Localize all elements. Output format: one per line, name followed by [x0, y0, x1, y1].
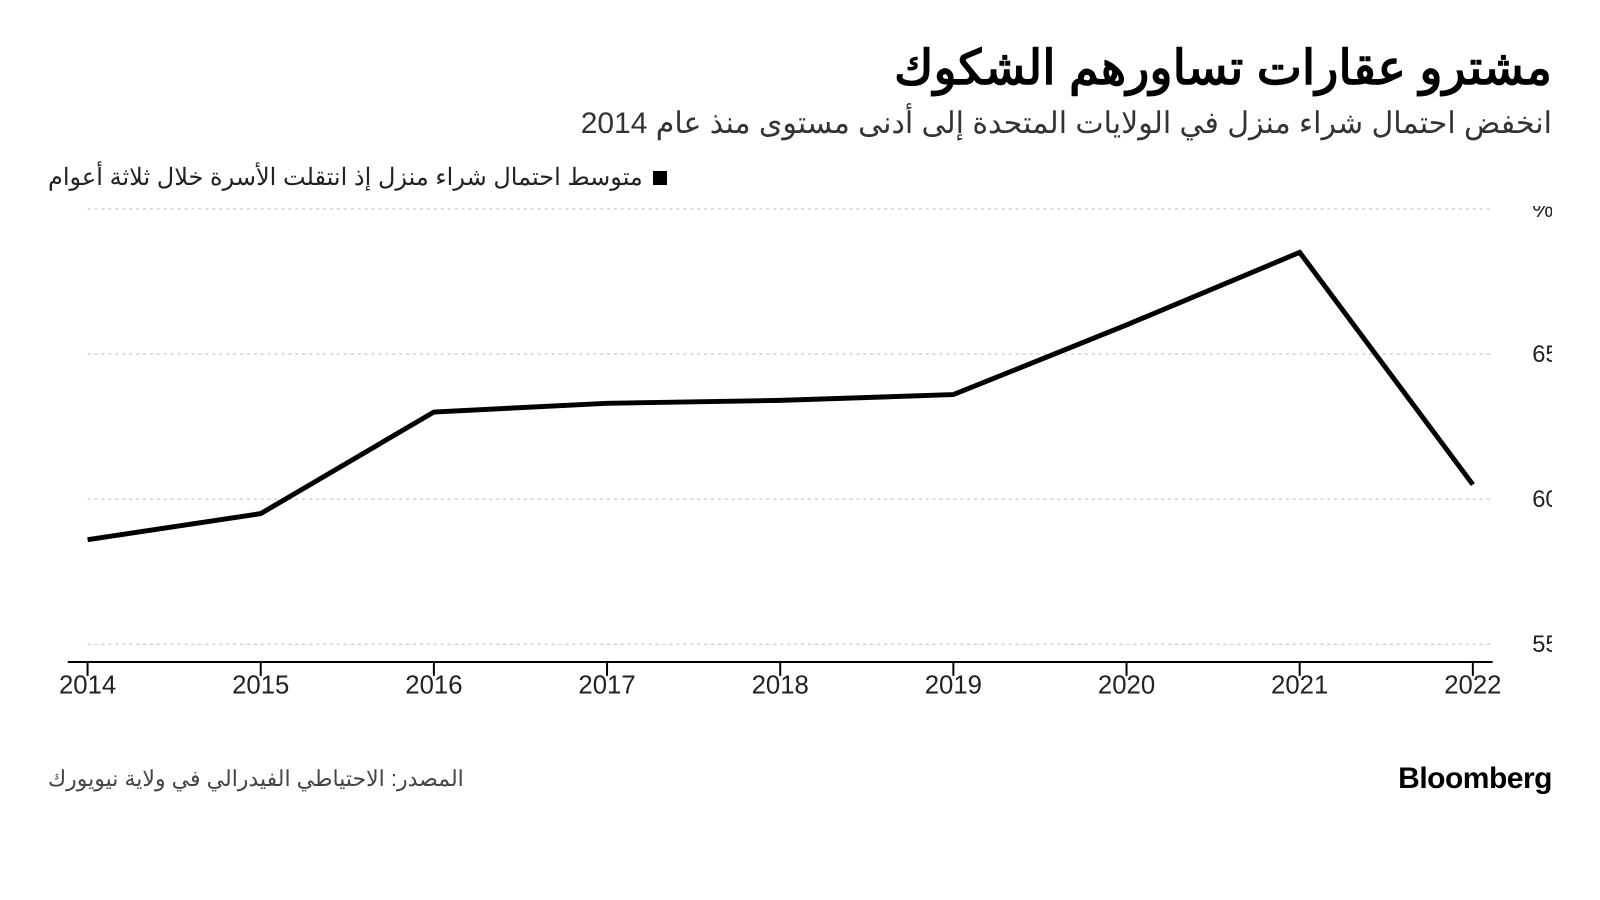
y-tick-label: 65 — [1532, 342, 1552, 368]
x-tick-label: 2019 — [925, 672, 982, 700]
legend: متوسط احتمال شراء منزل إذ انتقلت الأسرة … — [48, 163, 1552, 192]
x-tick-label: 2014 — [59, 672, 116, 700]
x-tick-label: 2022 — [1444, 672, 1501, 700]
line-series — [88, 252, 1473, 539]
chart-title: مشترو عقارات تساورهم الشكوك — [48, 40, 1552, 96]
source-label: المصدر: الاحتياطي الفيدرالي في ولاية نيو… — [48, 766, 464, 792]
chart-plot-area: 55 60 65 %70 2014 2015 2016 2017 2018 2019 2020 20… — [48, 206, 1552, 746]
x-tick-label: 2021 — [1271, 672, 1328, 700]
x-tick-label: 2016 — [405, 672, 462, 700]
x-tick-label: 2015 — [232, 672, 289, 700]
x-tick-label: 2017 — [578, 672, 635, 700]
legend-label: متوسط احتمال شراء منزل إذ انتقلت الأسرة … — [48, 163, 643, 192]
brand-label: Bloomberg — [1398, 762, 1552, 796]
chart-container: مشترو عقارات تساورهم الشكوك انخفض احتمال… — [0, 0, 1600, 900]
x-tick-label: 2020 — [1098, 672, 1155, 700]
x-tick-label: 2018 — [752, 672, 809, 700]
y-tick-label: %70 — [1532, 206, 1552, 223]
y-tick-label: 55 — [1532, 632, 1552, 658]
chart-subtitle: انخفض احتمال شراء منزل في الولايات المتح… — [48, 106, 1552, 141]
y-tick-label: 60 — [1532, 487, 1552, 513]
chart-svg: 55 60 65 %70 2014 2015 2016 2017 2018 2019 2020 20… — [48, 206, 1552, 746]
legend-swatch — [653, 171, 667, 185]
chart-footer: Bloomberg المصدر: الاحتياطي الفيدرالي في… — [48, 762, 1552, 796]
